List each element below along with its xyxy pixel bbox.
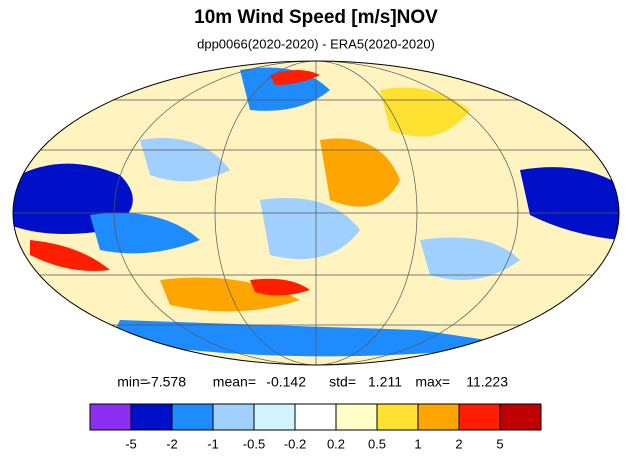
colorbar: -5 -2 -1 -0.5 -0.2 0.2 0.5 1 2 5: [89, 403, 542, 451]
colorbar-label: 5: [496, 436, 503, 451]
colorbar-box: [89, 403, 132, 431]
stat-value: 1.211: [368, 374, 402, 390]
colorbar-box: [253, 403, 296, 431]
subtitle: dpp0066(2020-2020) - ERA5(2020-2020): [197, 36, 435, 51]
colorbar-label: 1: [414, 436, 421, 451]
stat-label: max=: [415, 374, 450, 390]
colorbar-box: [335, 403, 378, 431]
stats: min=-7.578 mean= -0.142 std= 1.211 max= 11.223: [117, 374, 508, 390]
colorbar-box: [499, 403, 542, 431]
stat-label: min=: [117, 374, 148, 390]
colorbar-box: [417, 403, 460, 431]
colorbar-box: [130, 403, 173, 431]
colorbar-label: -5: [125, 436, 137, 451]
colorbar-box: [458, 403, 501, 431]
colorbar-label: -1: [207, 436, 219, 451]
colorbar-label: -0.2: [284, 436, 306, 451]
stat-value: -7.578: [146, 374, 186, 390]
colorbar-box: [376, 403, 419, 431]
colorbar-label: -2: [166, 436, 178, 451]
colorbar-box: [212, 403, 255, 431]
colorbar-box: [294, 403, 337, 431]
map-outline: [12, 60, 620, 366]
colorbar-box: [171, 403, 214, 431]
stat-label: mean=: [213, 374, 256, 390]
stat-label: std=: [329, 374, 356, 390]
title: 10m Wind Speed [m/s]NOV: [194, 7, 438, 28]
map: [13, 61, 619, 365]
colorbar-label: 2: [455, 436, 462, 451]
stat-value: 11.223: [466, 374, 508, 390]
stat-value: -0.142: [266, 374, 306, 390]
colorbar-label: 0.2: [327, 436, 345, 451]
colorbar-label: 0.5: [368, 436, 386, 451]
colorbar-label: -0.5: [243, 436, 265, 451]
